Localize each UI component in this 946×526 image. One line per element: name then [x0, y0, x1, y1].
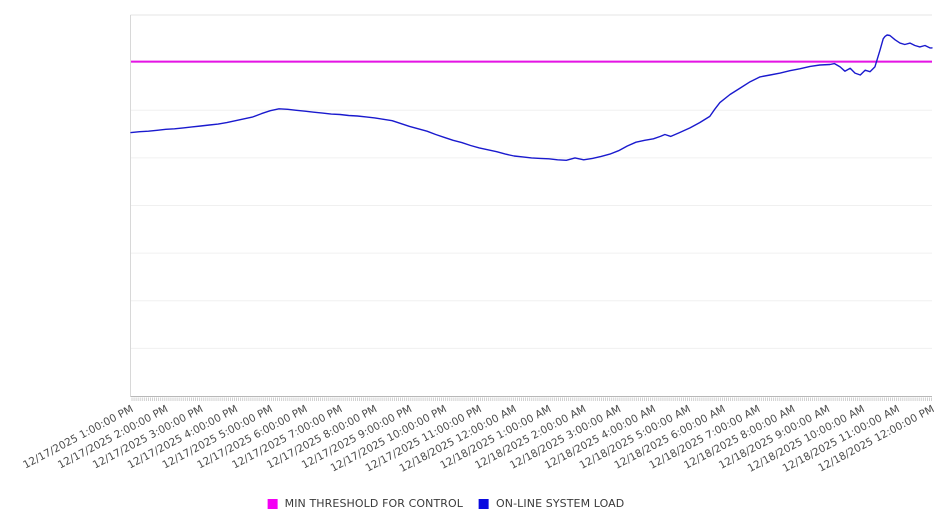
legend-swatch-threshold-icon — [267, 498, 278, 509]
legend-swatch-system-load-icon — [479, 498, 490, 509]
online-system-load-line — [130, 34, 933, 162]
legend-label-threshold: MIN THRESHOLD FOR CONTROL — [284, 497, 464, 510]
chart: 12/17/2025 1:00:00 PM 12/17/2025 2:00:00 … — [21, 14, 936, 475]
legend-item-threshold[interactable]: MIN THRESHOLD FOR CONTROL — [267, 497, 464, 510]
legend: MIN THRESHOLD FOR CONTROL ON-LINE SYSTEM… — [267, 497, 625, 510]
legend-item-system-load[interactable]: ON-LINE SYSTEM LOAD — [479, 497, 624, 510]
legend-label-system-load: ON-LINE SYSTEM LOAD — [496, 497, 625, 510]
